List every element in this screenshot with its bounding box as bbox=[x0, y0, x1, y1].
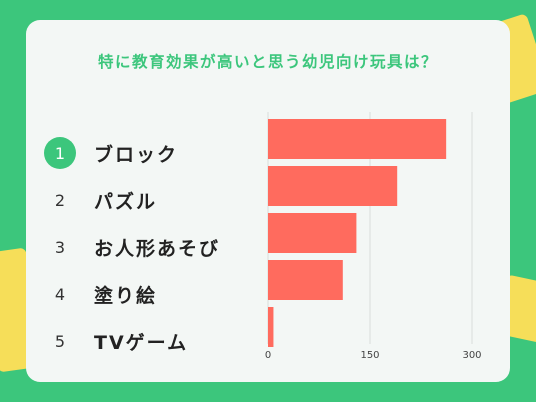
rank-row: 1 ブロック bbox=[44, 136, 178, 170]
chart-title: 特に教育効果が高いと思う幼児向け玩具は？ bbox=[97, 53, 438, 71]
category-label: ブロック bbox=[94, 143, 179, 166]
rank-number: 2 bbox=[54, 190, 66, 210]
rank-row: 4 塗り絵 bbox=[44, 277, 157, 311]
x-tick-label: 300 bbox=[462, 350, 481, 361]
rank-number: 3 bbox=[54, 237, 66, 257]
category-label: TVゲーム bbox=[94, 331, 189, 354]
x-tick-label: 0 bbox=[265, 350, 271, 361]
rank-badge: 1 bbox=[44, 137, 76, 169]
rank-row: 3 お人形あそび bbox=[44, 230, 220, 264]
x-tick-label: 150 bbox=[360, 350, 379, 361]
chart-card: 特に教育効果が高いと思う幼児向け玩具は？ 1 ブロック 2 パズル 3 お人形あ… bbox=[26, 20, 510, 382]
rank-row: 5 TVゲーム bbox=[44, 324, 188, 358]
rank-row: 2 パズル bbox=[44, 183, 157, 217]
bar bbox=[268, 307, 274, 347]
bar-chart: 0 150 300 bbox=[265, 112, 482, 361]
category-label: お人形あそび bbox=[94, 237, 221, 260]
category-label: パズル bbox=[94, 190, 158, 213]
bar bbox=[268, 213, 357, 253]
bar bbox=[268, 119, 447, 159]
rank-number: 5 bbox=[54, 331, 66, 351]
bar bbox=[268, 260, 343, 300]
category-label: 塗り絵 bbox=[94, 284, 158, 307]
rank-number: 4 bbox=[54, 284, 66, 304]
bar bbox=[268, 166, 398, 206]
